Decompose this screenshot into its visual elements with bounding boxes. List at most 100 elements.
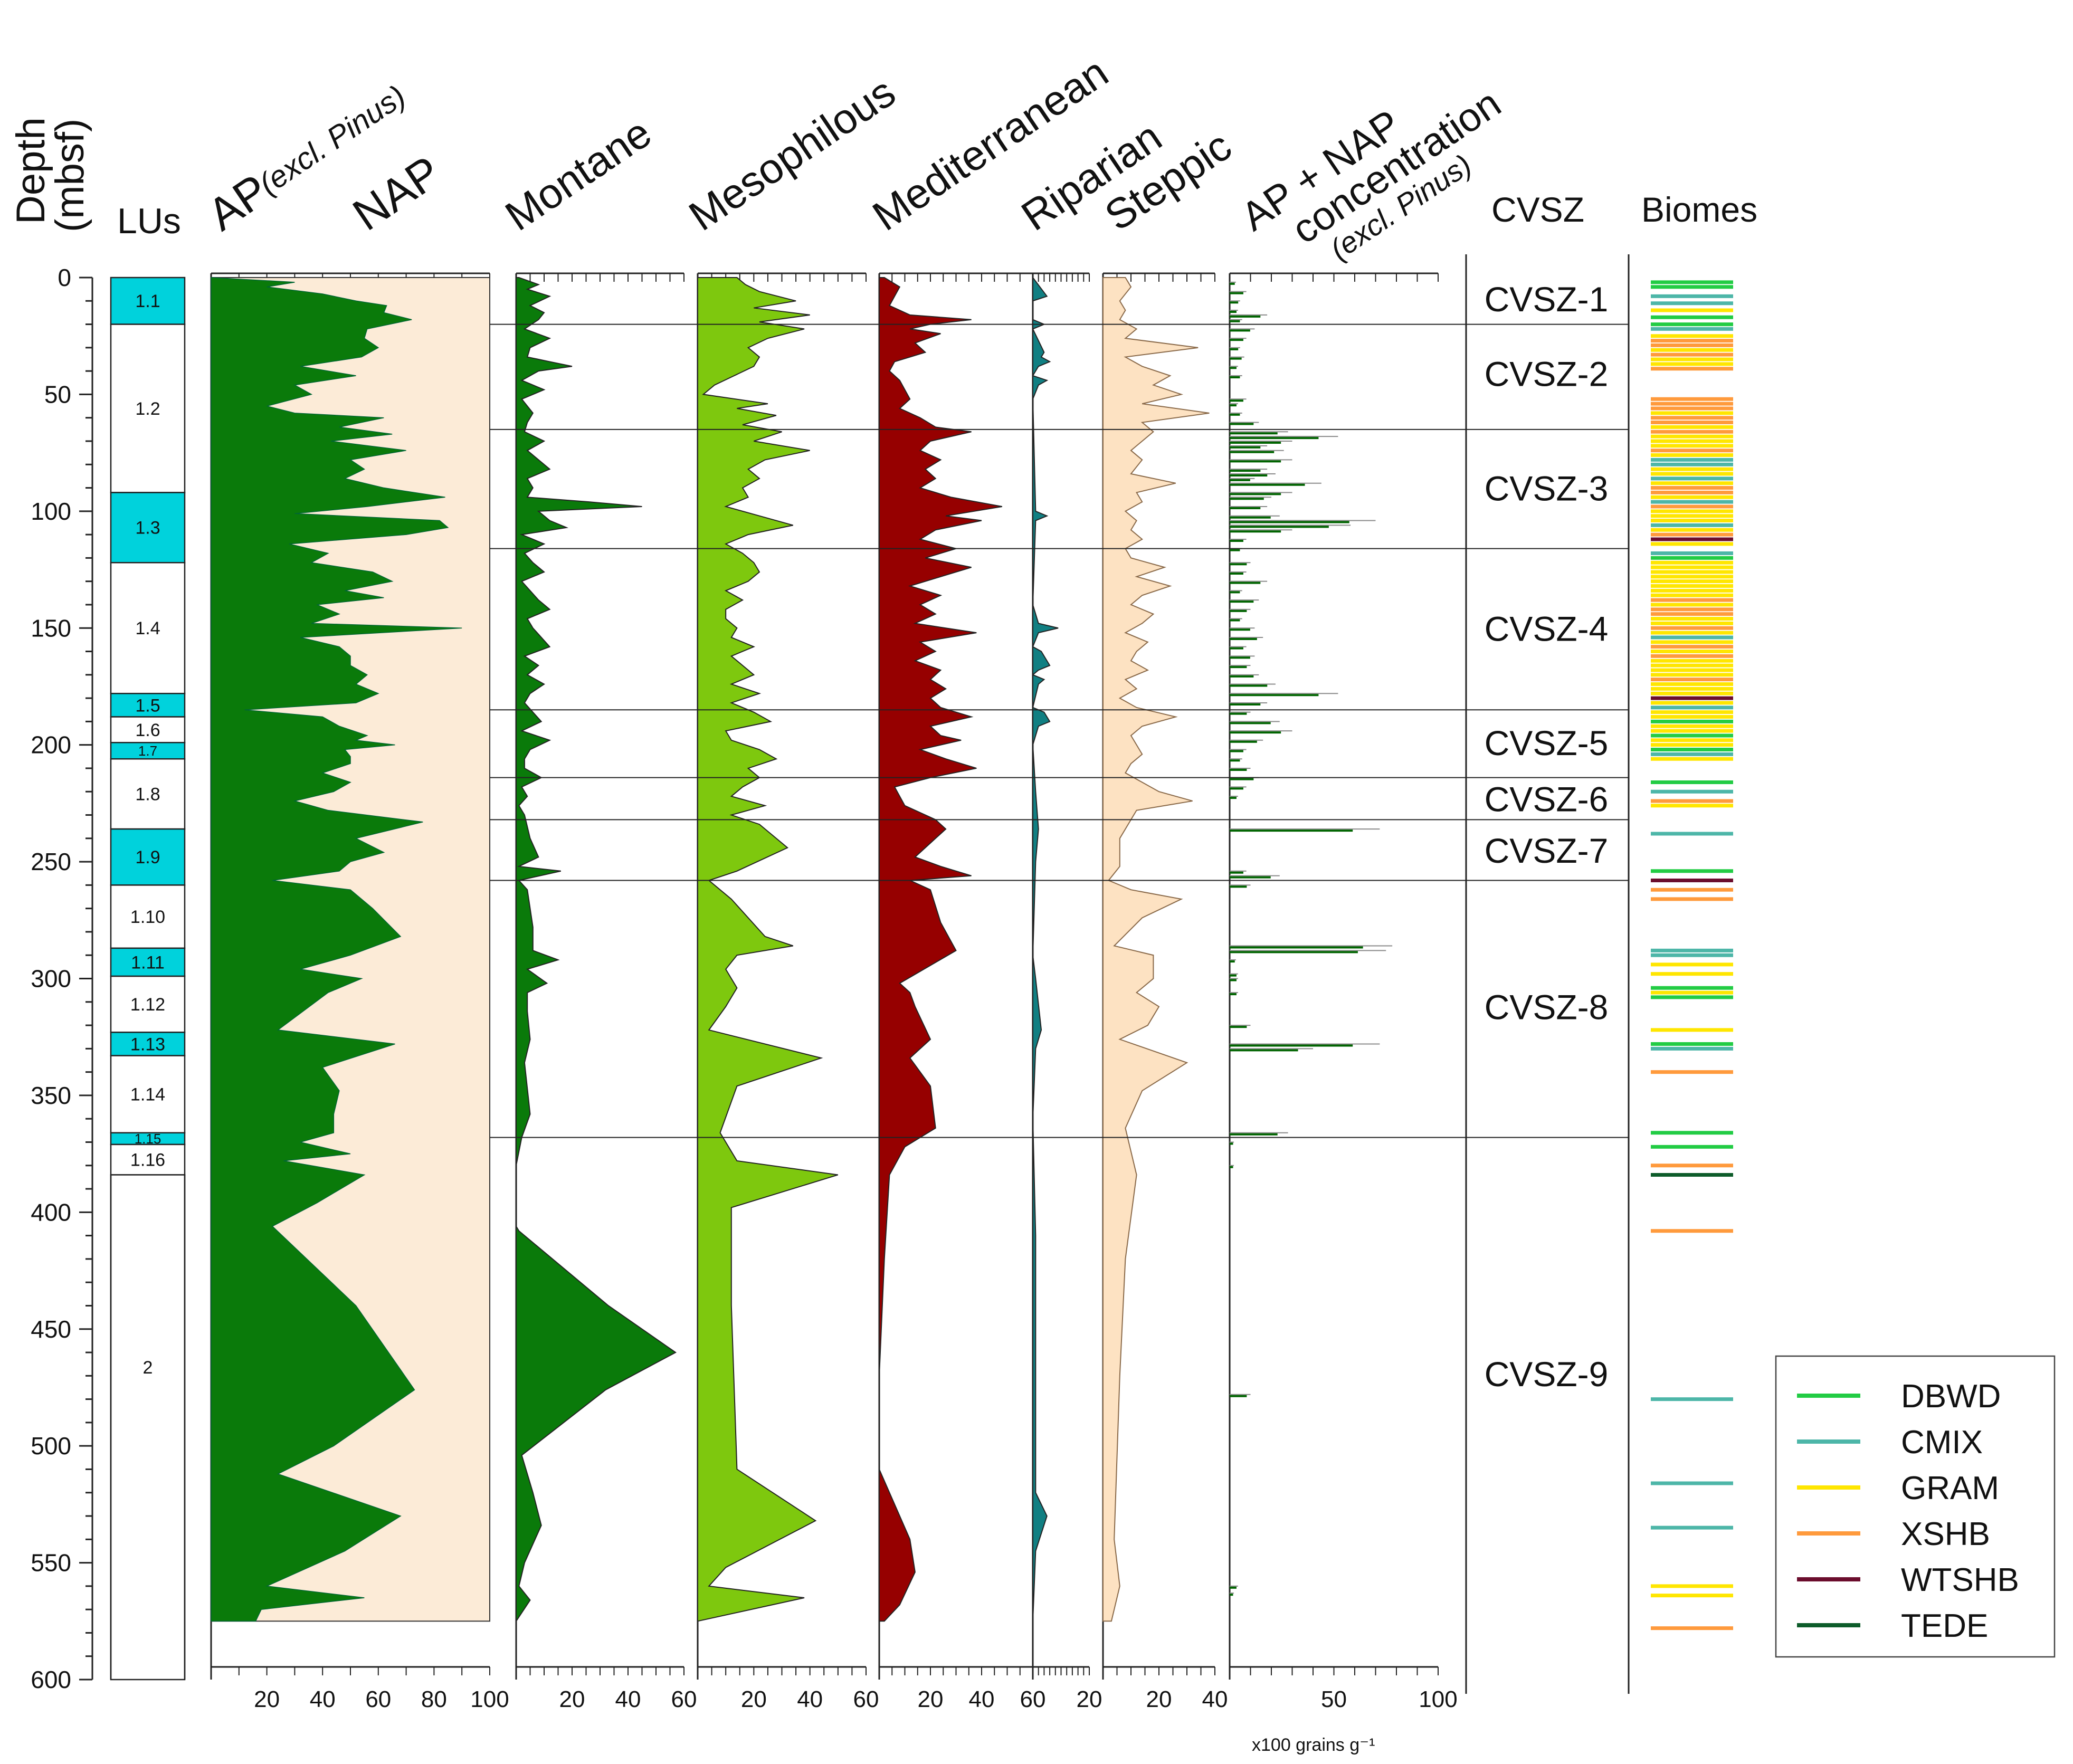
lu-label: 1.1: [135, 291, 160, 311]
panel-tick-label: 20: [1077, 1686, 1102, 1712]
legend-label: WTSHB: [1901, 1562, 2019, 1598]
depth-tick-label: 150: [31, 614, 71, 642]
panel-tick-label: 60: [853, 1686, 879, 1712]
panel-tick-label: 100: [1419, 1686, 1457, 1712]
panel-ap-nap: 20 40 60 80 100: [210, 272, 509, 1712]
lu-box: [110, 758, 186, 830]
panel-riparian: 20: [1032, 272, 1102, 1712]
lu-box: [110, 276, 186, 325]
zone-label: CVSZ-8: [1485, 988, 1609, 1027]
legend-label: CMIX: [1901, 1424, 1983, 1461]
depth-tick-label: 500: [31, 1432, 71, 1460]
biomes-column-title: Biomes: [1641, 190, 1757, 229]
lu-label: 1.4: [135, 618, 160, 638]
pollen-panels: 20 40 60 80 100 20 40 60 20 40 60 20 40 60 20 20 40 50 100: [210, 272, 1458, 1712]
lu-label: 1.16: [130, 1150, 165, 1170]
nap-label: NAP: [344, 146, 450, 240]
cvsz-column-title: CVSZ: [1491, 190, 1584, 229]
biome-strip: [1651, 280, 1733, 1630]
lu-label: 1.5: [135, 695, 160, 716]
lu-box: [110, 975, 186, 1033]
panel-mediterranean: 20 40 60: [878, 272, 1046, 1712]
depth-axis: 0 50 100 150 200 250 300 350 400 450 500 550 600: [31, 264, 93, 1693]
lu-label: 1.6: [135, 720, 160, 740]
panel-tick-label: 100: [470, 1686, 509, 1712]
depth-axis-unit: (mbsf): [47, 119, 92, 232]
lu-label: 1.11: [131, 952, 165, 972]
depth-tick-label: 450: [31, 1315, 71, 1343]
lu-box: [110, 1143, 186, 1176]
concentration-unit-label: x100 grains g⁻¹: [1252, 1735, 1375, 1755]
legend-box: [1775, 1355, 2056, 1658]
depth-tick-label: 100: [31, 498, 71, 525]
depth-tick-label: 550: [31, 1549, 71, 1577]
zone-label: CVSZ-2: [1485, 355, 1609, 394]
lu-column-title: LUs: [117, 201, 181, 241]
lu-label: 1.3: [135, 518, 160, 538]
series-area: [1032, 276, 1059, 1622]
biome-legend: DBWD CMIX GRAM XSHB WTSHB TEDE: [1775, 1355, 2056, 1658]
zone-label: CVSZ-9: [1485, 1355, 1609, 1394]
lu-box: [110, 492, 186, 564]
zone-label: CVSZ-5: [1485, 723, 1609, 762]
lu-label: 1.7: [138, 743, 157, 759]
zone-lines: [490, 254, 1630, 1694]
legend-label: GRAM: [1901, 1470, 1999, 1506]
zone-label: CVSZ-1: [1485, 280, 1609, 319]
lu-label: 2: [143, 1358, 153, 1378]
panel-tick-label: 20: [1146, 1686, 1172, 1712]
panel-ap-nap-concentration: 50 100: [1229, 272, 1458, 1712]
lu-box: [110, 828, 186, 886]
depth-tick-label: 50: [44, 380, 71, 408]
panel-tick-label: 80: [421, 1686, 447, 1712]
lu-label: 1.12: [130, 995, 165, 1015]
depth-tick-label: 300: [31, 965, 71, 993]
panel-tick-label: 50: [1321, 1686, 1347, 1712]
panel-tick-label: 40: [1202, 1686, 1228, 1712]
lu-label: 1.13: [130, 1034, 165, 1054]
panel-tick-label: 40: [969, 1686, 995, 1712]
panel-tick-label: 20: [741, 1686, 767, 1712]
legend-label: XSHB: [1901, 1516, 1990, 1552]
lu-box: [110, 884, 186, 949]
zone-label: CVSZ-4: [1485, 609, 1609, 648]
lu-label: 1.14: [130, 1085, 165, 1105]
lu-label: 1.8: [135, 785, 160, 805]
panel-tick-label: 40: [615, 1686, 641, 1712]
panel-tick-label: 20: [254, 1686, 280, 1712]
panel-tick-label: 60: [671, 1686, 697, 1712]
lu-box: [110, 1174, 186, 1681]
depth-tick-label: 250: [31, 848, 71, 875]
depth-tick-label: 200: [31, 731, 71, 759]
mesophilous-label: Mesophilous: [681, 68, 904, 240]
panel-tick-label: 60: [1020, 1686, 1046, 1712]
series-area: [516, 277, 677, 1623]
series-area: [879, 277, 1002, 1622]
montane-label: Montane: [497, 109, 660, 240]
panel-tick-label: 40: [797, 1686, 823, 1712]
lu-label: 1.9: [135, 847, 160, 867]
depth-tick-label: 600: [31, 1666, 71, 1693]
panel-tick-label: 40: [310, 1686, 336, 1712]
lu-box: [110, 562, 186, 694]
legend-label: DBWD: [1901, 1378, 2001, 1415]
ap-area: [211, 277, 462, 1622]
zone-label: CVSZ-7: [1485, 831, 1609, 870]
lu-box: [110, 323, 186, 493]
series-area: [697, 277, 839, 1622]
panel-montane: 20 40 60: [515, 272, 697, 1712]
depth-tick-label: 400: [31, 1198, 71, 1226]
depth-axis-title: Depth: [8, 117, 53, 224]
lu-label: 1.2: [135, 399, 160, 419]
panel-mesophilous: 20 40 60: [697, 272, 879, 1712]
lithologic-units-column: 1.1 1.2 1.3 1.4 1.5 1.6 1.7 1.8 1.9 1.10 1.11 1.12 1…: [110, 276, 186, 1681]
series-area: [1102, 277, 1210, 1622]
panel-tick-label: 20: [918, 1686, 944, 1712]
legend-label: TEDE: [1901, 1608, 1988, 1644]
panel-tick-label: 60: [365, 1686, 391, 1712]
lu-label: 1.10: [130, 907, 165, 927]
depth-tick-label: 350: [31, 1082, 71, 1109]
lu-box: [110, 1032, 186, 1056]
panel-tick-label: 20: [559, 1686, 585, 1712]
